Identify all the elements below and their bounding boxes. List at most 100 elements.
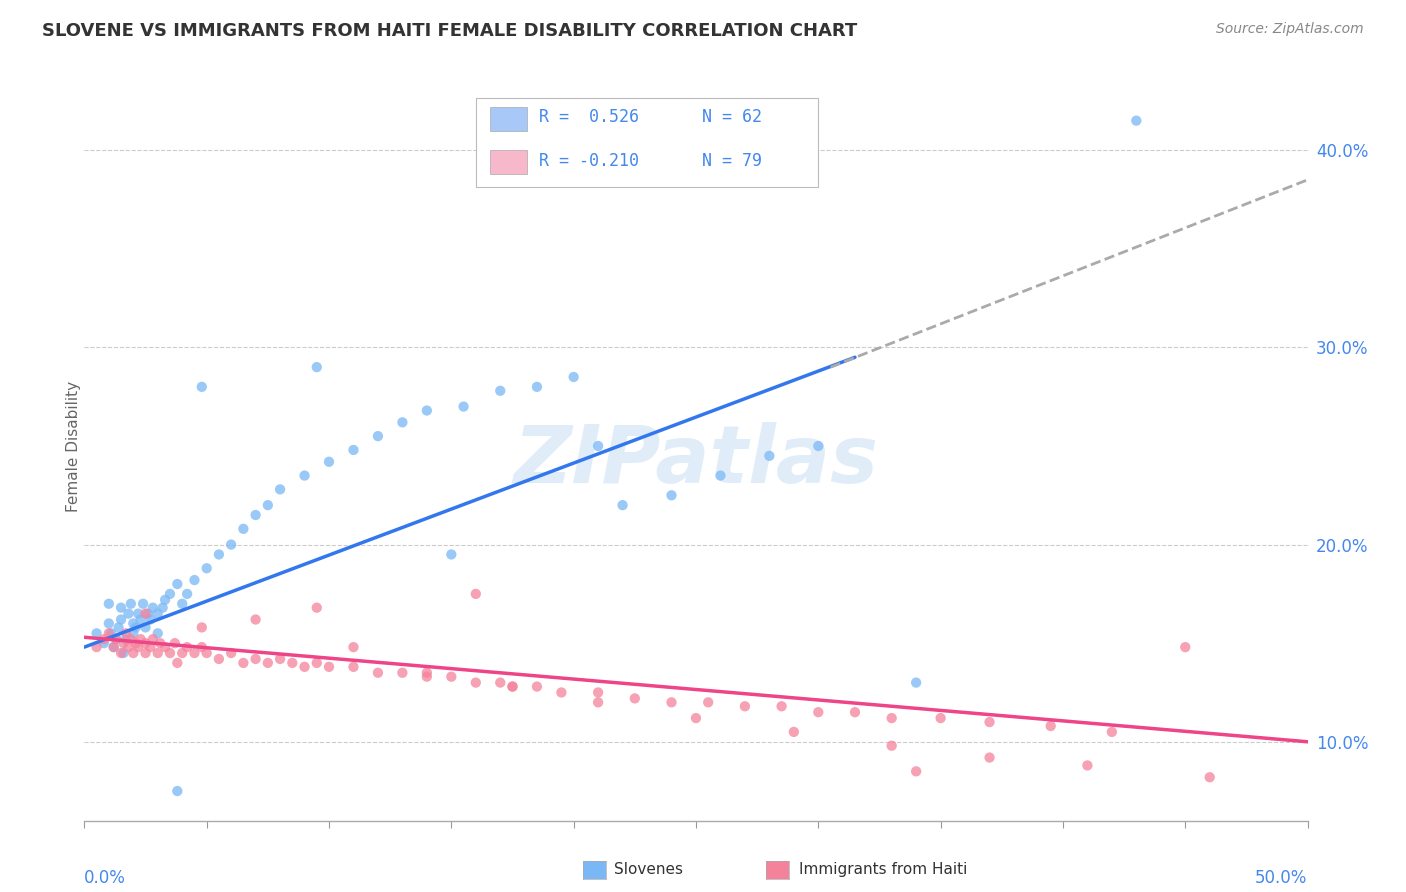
Point bbox=[416, 403, 439, 417]
Point bbox=[117, 640, 139, 654]
Point bbox=[219, 646, 242, 660]
Point bbox=[342, 660, 364, 674]
Point bbox=[257, 656, 280, 670]
Point bbox=[132, 597, 155, 611]
Point bbox=[86, 626, 108, 640]
Point bbox=[880, 739, 903, 753]
Point bbox=[195, 646, 218, 660]
Point bbox=[586, 685, 609, 699]
Point bbox=[624, 691, 647, 706]
Text: ZIPatlas: ZIPatlas bbox=[513, 422, 879, 500]
Point bbox=[122, 626, 145, 640]
Text: R =  0.526: R = 0.526 bbox=[540, 108, 640, 126]
Point bbox=[734, 699, 756, 714]
Point bbox=[905, 764, 928, 779]
Point bbox=[127, 607, 149, 621]
Point bbox=[391, 665, 413, 680]
Point bbox=[135, 607, 157, 621]
Point bbox=[232, 656, 254, 670]
Text: 0.0%: 0.0% bbox=[84, 870, 127, 888]
Point bbox=[129, 632, 152, 647]
Point bbox=[391, 415, 413, 429]
Point bbox=[550, 685, 572, 699]
Point bbox=[367, 429, 389, 443]
Point bbox=[110, 646, 132, 660]
Point bbox=[294, 660, 316, 674]
Point bbox=[245, 613, 267, 627]
Point bbox=[139, 613, 162, 627]
Point bbox=[979, 750, 1001, 764]
Point bbox=[305, 656, 328, 670]
Point bbox=[100, 626, 122, 640]
Point bbox=[502, 680, 524, 694]
Point bbox=[166, 656, 188, 670]
Point bbox=[709, 468, 731, 483]
Point bbox=[305, 360, 328, 375]
Point bbox=[1101, 725, 1123, 739]
Point bbox=[149, 636, 172, 650]
Point bbox=[135, 646, 157, 660]
Point bbox=[117, 607, 139, 621]
Point bbox=[129, 613, 152, 627]
Text: N = 79: N = 79 bbox=[702, 152, 762, 169]
Point bbox=[142, 632, 165, 647]
Point bbox=[97, 616, 120, 631]
Point bbox=[172, 597, 194, 611]
Point bbox=[880, 711, 903, 725]
Point bbox=[586, 439, 609, 453]
FancyBboxPatch shape bbox=[491, 150, 527, 174]
Point bbox=[115, 632, 138, 647]
Point bbox=[120, 632, 142, 647]
Point bbox=[176, 587, 198, 601]
Point bbox=[612, 498, 634, 512]
Point bbox=[183, 646, 205, 660]
Point bbox=[1039, 719, 1062, 733]
Point bbox=[305, 600, 328, 615]
Point bbox=[93, 632, 115, 647]
FancyBboxPatch shape bbox=[491, 106, 527, 130]
Point bbox=[1198, 770, 1220, 784]
Point bbox=[844, 705, 866, 719]
Point bbox=[110, 613, 132, 627]
Point bbox=[139, 640, 162, 654]
Point bbox=[526, 680, 548, 694]
Point bbox=[685, 711, 707, 725]
Y-axis label: Female Disability: Female Disability bbox=[66, 380, 80, 512]
Point bbox=[107, 620, 129, 634]
Point bbox=[758, 449, 780, 463]
Text: Source: ZipAtlas.com: Source: ZipAtlas.com bbox=[1216, 22, 1364, 37]
Point bbox=[807, 439, 830, 453]
Point bbox=[453, 400, 475, 414]
Point bbox=[86, 640, 108, 654]
Point bbox=[112, 636, 135, 650]
Point bbox=[502, 680, 524, 694]
Point bbox=[1174, 640, 1197, 654]
Point bbox=[172, 646, 194, 660]
Point bbox=[208, 652, 231, 666]
Point bbox=[153, 592, 176, 607]
Point bbox=[146, 646, 169, 660]
Point bbox=[661, 488, 683, 502]
Point bbox=[440, 670, 463, 684]
Point bbox=[146, 607, 169, 621]
Point bbox=[219, 538, 242, 552]
Point bbox=[122, 616, 145, 631]
Point bbox=[464, 587, 486, 601]
Point bbox=[159, 646, 181, 660]
Point bbox=[152, 600, 174, 615]
Point bbox=[115, 626, 138, 640]
Point bbox=[464, 675, 486, 690]
Point bbox=[93, 636, 115, 650]
Point bbox=[191, 620, 214, 634]
Point bbox=[122, 646, 145, 660]
Text: Slovenes: Slovenes bbox=[614, 863, 683, 877]
Point bbox=[342, 442, 364, 457]
Point bbox=[112, 646, 135, 660]
Text: R = -0.210: R = -0.210 bbox=[540, 152, 640, 169]
Point bbox=[97, 626, 120, 640]
Point bbox=[127, 640, 149, 654]
Point bbox=[135, 636, 157, 650]
Text: 50.0%: 50.0% bbox=[1256, 870, 1308, 888]
Point bbox=[586, 695, 609, 709]
Point bbox=[905, 675, 928, 690]
